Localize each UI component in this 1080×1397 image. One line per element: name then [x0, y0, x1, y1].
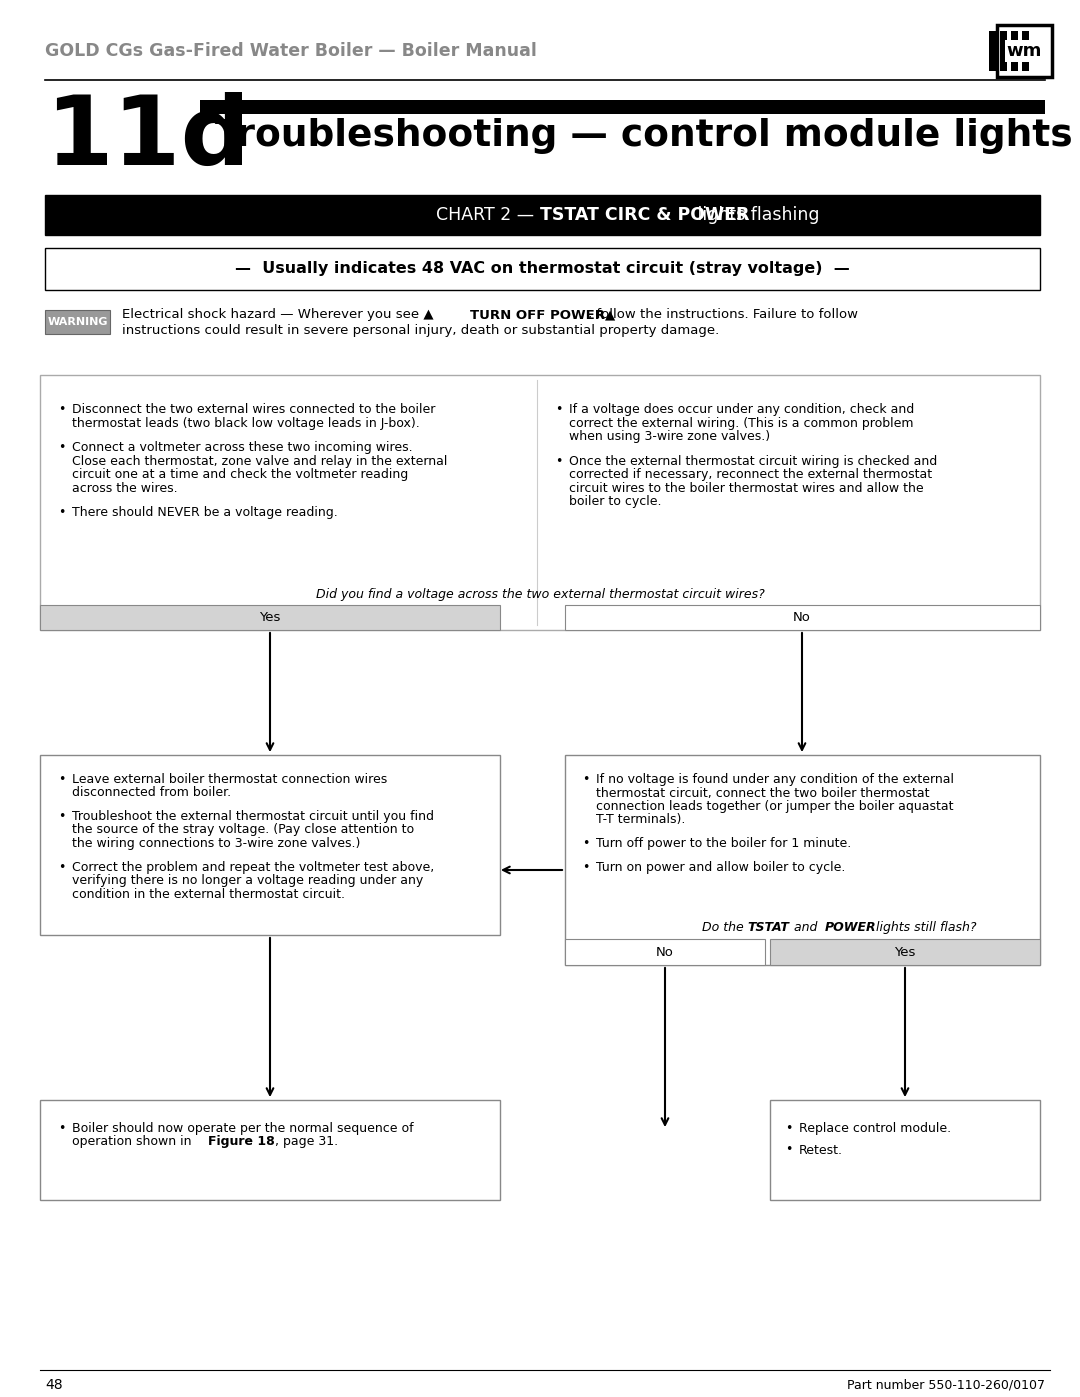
Bar [565, 605, 1040, 630]
Text: correct the external wiring. (This is a common problem: correct the external wiring. (This is a … [569, 416, 914, 429]
Text: Boiler should now operate per the normal sequence of: Boiler should now operate per the normal… [72, 1122, 414, 1134]
Text: GOLD CGs Gas-Fired Water Boiler — Boiler Manual: GOLD CGs Gas-Fired Water Boiler — Boiler… [45, 42, 537, 60]
Text: •: • [58, 810, 66, 823]
Text: Replace control module.: Replace control module. [799, 1122, 951, 1134]
Text: Figure 18: Figure 18 [208, 1136, 274, 1148]
Bar [1011, 31, 1018, 71]
Text: T-T terminals).: T-T terminals). [596, 813, 686, 827]
Bar [40, 374, 1040, 630]
Text: •: • [785, 1122, 793, 1134]
Text: across the wires.: across the wires. [72, 482, 177, 495]
Text: operation shown in: operation shown in [72, 1136, 195, 1148]
Text: •: • [58, 861, 66, 873]
Bar [40, 754, 500, 935]
Text: Connect a voltmeter across these two incoming wires.: Connect a voltmeter across these two inc… [72, 441, 413, 454]
Bar [40, 605, 500, 630]
Bar [1022, 31, 1029, 71]
Text: circuit wires to the boiler thermostat wires and allow the: circuit wires to the boiler thermostat w… [569, 482, 923, 495]
Bar [565, 939, 765, 965]
Bar [997, 25, 1052, 77]
Bar [1000, 31, 1007, 71]
Text: boiler to cycle.: boiler to cycle. [569, 495, 661, 509]
Text: If no voltage is found under any condition of the external: If no voltage is found under any conditi… [596, 773, 954, 787]
Text: •: • [582, 837, 590, 849]
Text: verifying there is no longer a voltage reading under any: verifying there is no longer a voltage r… [72, 875, 423, 887]
Text: •: • [582, 773, 590, 787]
Text: disconnected from boiler.: disconnected from boiler. [72, 787, 231, 799]
Text: •: • [582, 861, 590, 873]
Bar [770, 939, 1040, 965]
Text: TURN OFF POWER▲: TURN OFF POWER▲ [470, 307, 616, 321]
Text: corrected if necessary, reconnect the external thermostat: corrected if necessary, reconnect the ex… [569, 468, 932, 481]
Text: 48: 48 [45, 1377, 63, 1391]
Text: WARNING: WARNING [48, 317, 108, 327]
Text: •: • [785, 1144, 793, 1157]
Text: —  Usually indicates 48 VAC on thermostat circuit (stray voltage)  —: — Usually indicates 48 VAC on thermostat… [234, 261, 849, 277]
Text: Turn on power and allow boiler to cycle.: Turn on power and allow boiler to cycle. [596, 861, 846, 873]
Text: CHART 2 —: CHART 2 — [436, 205, 540, 224]
Text: TSTAT: TSTAT [747, 921, 789, 935]
Text: Electrical shock hazard — Wherever you see ▲: Electrical shock hazard — Wherever you s… [122, 307, 434, 321]
Text: when using 3-wire zone valves.): when using 3-wire zone valves.) [569, 430, 770, 443]
Text: Close each thermostat, zone valve and relay in the external: Close each thermostat, zone valve and re… [72, 454, 447, 468]
Bar [45, 196, 1040, 235]
Bar [40, 1099, 500, 1200]
Text: •: • [58, 1122, 66, 1134]
Text: POWER: POWER [824, 921, 876, 935]
Text: connection leads together (or jumper the boiler aquastat: connection leads together (or jumper the… [596, 800, 954, 813]
Text: thermostat circuit, connect the two boiler thermostat: thermostat circuit, connect the two boil… [596, 787, 930, 799]
Text: lights still flash?: lights still flash? [873, 921, 977, 935]
Text: TSTAT CIRC & POWER: TSTAT CIRC & POWER [540, 205, 750, 224]
Text: instructions could result in severe personal injury, death or substantial proper: instructions could result in severe pers… [122, 324, 719, 337]
Text: •: • [555, 454, 563, 468]
Text: •: • [555, 402, 563, 416]
Text: , follow the instructions. Failure to follow: , follow the instructions. Failure to fo… [588, 307, 858, 321]
Text: circuit one at a time and check the voltmeter reading: circuit one at a time and check the volt… [72, 468, 408, 481]
Text: Retest.: Retest. [799, 1144, 843, 1157]
Bar [45, 310, 110, 334]
Text: •: • [58, 441, 66, 454]
Text: Once the external thermostat circuit wiring is checked and: Once the external thermostat circuit wir… [569, 454, 937, 468]
Text: •: • [58, 773, 66, 787]
Text: Troubleshooting — control module lights: Troubleshooting — control module lights [202, 117, 1072, 154]
Text: Correct the problem and repeat the voltmeter test above,: Correct the problem and repeat the voltm… [72, 861, 434, 873]
Bar [770, 1099, 1040, 1200]
Text: Do the: Do the [702, 921, 747, 935]
Bar [45, 249, 1040, 291]
Text: and: and [789, 921, 821, 935]
Bar [565, 754, 1040, 965]
Text: condition in the external thermostat circuit.: condition in the external thermostat cir… [72, 887, 345, 901]
Text: If a voltage does occur under any condition, check and: If a voltage does occur under any condit… [569, 402, 915, 416]
Text: Turn off power to the boiler for 1 minute.: Turn off power to the boiler for 1 minut… [596, 837, 851, 849]
Text: Did you find a voltage across the two external thermostat circuit wires?: Did you find a voltage across the two ex… [315, 588, 765, 601]
Text: 11d: 11d [45, 92, 251, 184]
Text: Disconnect the two external wires connected to the boiler: Disconnect the two external wires connec… [72, 402, 435, 416]
Text: Troubleshoot the external thermostat circuit until you find: Troubleshoot the external thermostat cir… [72, 810, 434, 823]
Text: the wiring connections to 3-wire zone valves.): the wiring connections to 3-wire zone va… [72, 837, 361, 849]
Text: thermostat leads (two black low voltage leads in J-box).: thermostat leads (two black low voltage … [72, 416, 420, 429]
Text: lights flashing: lights flashing [692, 205, 820, 224]
Text: Yes: Yes [894, 946, 916, 958]
Text: •: • [58, 402, 66, 416]
Text: wm: wm [1007, 42, 1042, 60]
Text: There should NEVER be a voltage reading.: There should NEVER be a voltage reading. [72, 506, 338, 520]
Text: Leave external boiler thermostat connection wires: Leave external boiler thermostat connect… [72, 773, 388, 787]
Text: Part number 550-110-260/0107: Part number 550-110-260/0107 [847, 1377, 1045, 1391]
Text: No: No [793, 610, 811, 624]
Text: •: • [58, 506, 66, 520]
Bar [989, 31, 996, 71]
Text: , page 31.: , page 31. [275, 1136, 338, 1148]
Text: Yes: Yes [259, 610, 281, 624]
Text: the source of the stray voltage. (Pay close attention to: the source of the stray voltage. (Pay cl… [72, 823, 414, 837]
Bar [200, 101, 1045, 115]
Text: No: No [656, 946, 674, 958]
